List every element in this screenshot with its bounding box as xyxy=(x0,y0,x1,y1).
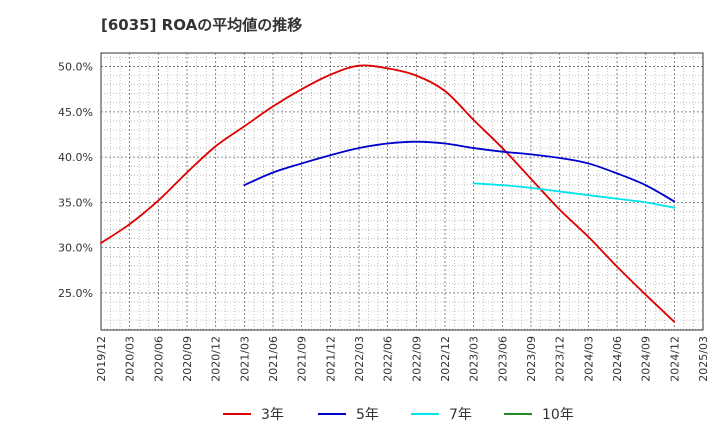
x-tick-label: 2024/09 xyxy=(640,336,653,382)
legend-label: 3年 xyxy=(261,407,284,423)
y-tick-label: 25.0% xyxy=(58,287,93,300)
chart-title: [6035] ROAの平均値の推移 xyxy=(101,16,303,34)
x-tick-label: 2019/12 xyxy=(95,336,108,382)
y-tick-label: 35.0% xyxy=(58,196,93,209)
y-tick-label: 45.0% xyxy=(58,106,93,119)
x-tick-label: 2020/09 xyxy=(181,336,194,382)
x-tick-label: 2021/12 xyxy=(324,336,337,382)
series-line-2 xyxy=(472,182,676,209)
y-tick-label: 40.0% xyxy=(58,151,93,164)
x-tick-label: 2021/03 xyxy=(238,336,251,382)
grid xyxy=(100,52,704,331)
x-tick-label: 2022/09 xyxy=(410,336,423,382)
x-tick-label: 2023/09 xyxy=(525,336,538,382)
x-tick-label: 2022/12 xyxy=(439,336,452,382)
y-tick-label: 30.0% xyxy=(58,242,93,255)
x-tick-label: 2023/12 xyxy=(554,336,567,382)
x-tick-label: 2024/06 xyxy=(611,336,624,382)
series-lines xyxy=(100,64,676,323)
x-tick-label: 2025/03 xyxy=(697,336,710,382)
x-tick-label: 2023/03 xyxy=(468,336,481,382)
axes: 2019/12 2020/03 2020/06 2020/09 2020/12 2021/… xyxy=(58,61,710,382)
legend-label: 7年 xyxy=(449,407,472,423)
x-tick-label: 2023/06 xyxy=(496,336,509,382)
x-tick-label: 2021/09 xyxy=(296,336,309,382)
x-tick-label: 2021/06 xyxy=(267,336,280,382)
x-tick-label: 2020/06 xyxy=(152,336,165,382)
legend-label: 10年 xyxy=(542,407,574,423)
x-tick-label: 2022/03 xyxy=(353,336,366,382)
series-line-0 xyxy=(100,64,676,323)
x-tick-label: 2024/03 xyxy=(582,336,595,382)
x-tick-label: 2022/06 xyxy=(382,336,395,382)
series-line-1 xyxy=(243,140,676,203)
plot-frame xyxy=(100,52,704,331)
y-tick-label: 50.0% xyxy=(58,61,93,74)
x-tick-label: 2024/12 xyxy=(668,336,681,382)
x-tick-label: 2020/03 xyxy=(124,336,137,382)
legend-label: 5年 xyxy=(356,407,379,423)
x-tick-label: 2020/12 xyxy=(210,336,223,382)
legend: 3年 5年 7年 10年 xyxy=(223,407,574,423)
